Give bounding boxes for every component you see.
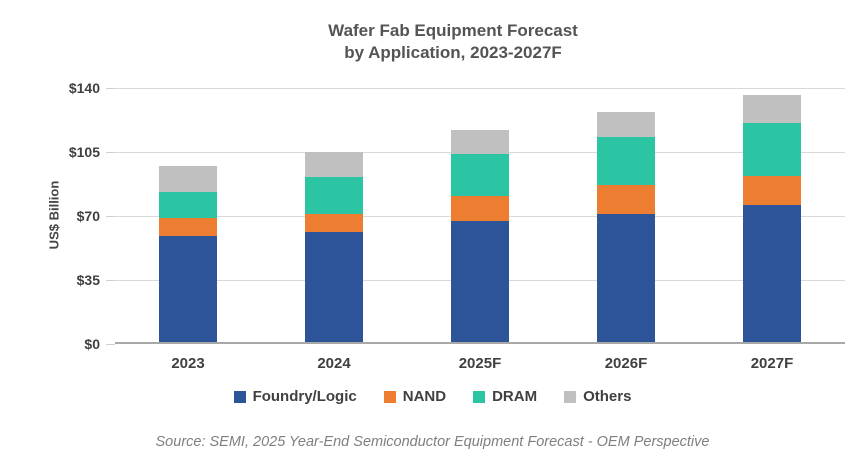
y-tick-mark-70 [106,216,115,217]
legend-label-nand: NAND [402,388,447,405]
x-axis-labels: 2023 2024 2025F 2026F 2027F [115,355,845,372]
bar-2025f [451,129,509,342]
legend-swatch-foundry-logic [233,390,246,403]
bar-2023 [159,166,217,342]
legend-swatch-dram [473,390,486,403]
segment-nand-2025f [451,195,509,222]
x-axis-label-2023: 2023 [171,355,205,372]
segment-others-2026f [597,111,655,138]
y-tick-label-0: $0 [84,336,100,352]
segment-nand-2023 [159,217,217,236]
legend-label-foundry-logic: Foundry/Logic [252,388,357,405]
legend: Foundry/Logic NAND DRAM Others [0,388,865,405]
y-tick-label-140: $140 [68,80,100,96]
legend-swatch-others [564,390,577,403]
bar-2026f [597,111,655,342]
segment-foundry-logic-2023 [159,235,217,342]
legend-label-dram: DRAM [492,388,538,405]
bar-2027f [743,95,801,342]
legend-item-dram: DRAM [473,388,537,405]
bar-slot-2023 [115,88,261,342]
bar-slot-2026f [553,88,699,342]
segment-foundry-logic-2024 [305,232,363,342]
bar-2024 [305,151,363,342]
y-tick-mark-105 [106,152,115,153]
legend-item-foundry-logic: Foundry/Logic [233,388,357,405]
chart-title-line2: by Application, 2023-2027F [344,42,562,62]
y-tick-mark-35 [106,280,115,281]
segment-others-2023 [159,166,217,193]
x-axis-label-2024: 2024 [317,355,351,372]
bar-slot-2025f [407,88,553,342]
segment-foundry-logic-2027f [743,204,801,342]
segment-foundry-logic-2026f [597,214,655,342]
segment-others-2024 [305,151,363,178]
y-tick-mark-140 [106,88,115,89]
legend-item-nand: NAND [383,388,447,405]
legend-item-others: Others [564,388,631,405]
segment-dram-2027f [743,122,801,176]
gridline-140 [115,88,845,89]
chart-title-line1: Wafer Fab Equipment Forecast [328,21,578,40]
y-tick-label-35: $35 [76,272,100,288]
chart-title: Wafer Fab Equipment Forecast by Applicat… [328,20,578,63]
source-note: Source: SEMI, 2025 Year-End Semiconducto… [155,434,710,450]
y-tick-mark-0 [106,344,115,345]
bar-slot-2027f [699,88,845,342]
segment-others-2025f [451,129,509,154]
segment-nand-2026f [597,184,655,214]
segment-nand-2024 [305,214,363,233]
segment-foundry-logic-2025f [451,221,509,342]
x-axis-label-2025f: 2025F [458,355,502,372]
x-axis-label-2027f: 2027F [750,355,794,372]
legend-swatch-nand [383,390,396,403]
y-tick-label-70: $70 [76,208,100,224]
bars-container [115,88,845,342]
segment-dram-2026f [597,137,655,185]
segment-dram-2025f [451,153,509,196]
x-axis-label-2026f: 2026F [604,355,648,372]
y-tick-label-105: $105 [68,144,100,160]
legend-label-others: Others [583,388,632,405]
segment-others-2027f [743,95,801,123]
bar-slot-2024 [261,88,407,342]
segment-dram-2024 [305,177,363,215]
segment-dram-2023 [159,192,217,218]
plot-area [115,88,845,344]
segment-nand-2027f [743,175,801,205]
